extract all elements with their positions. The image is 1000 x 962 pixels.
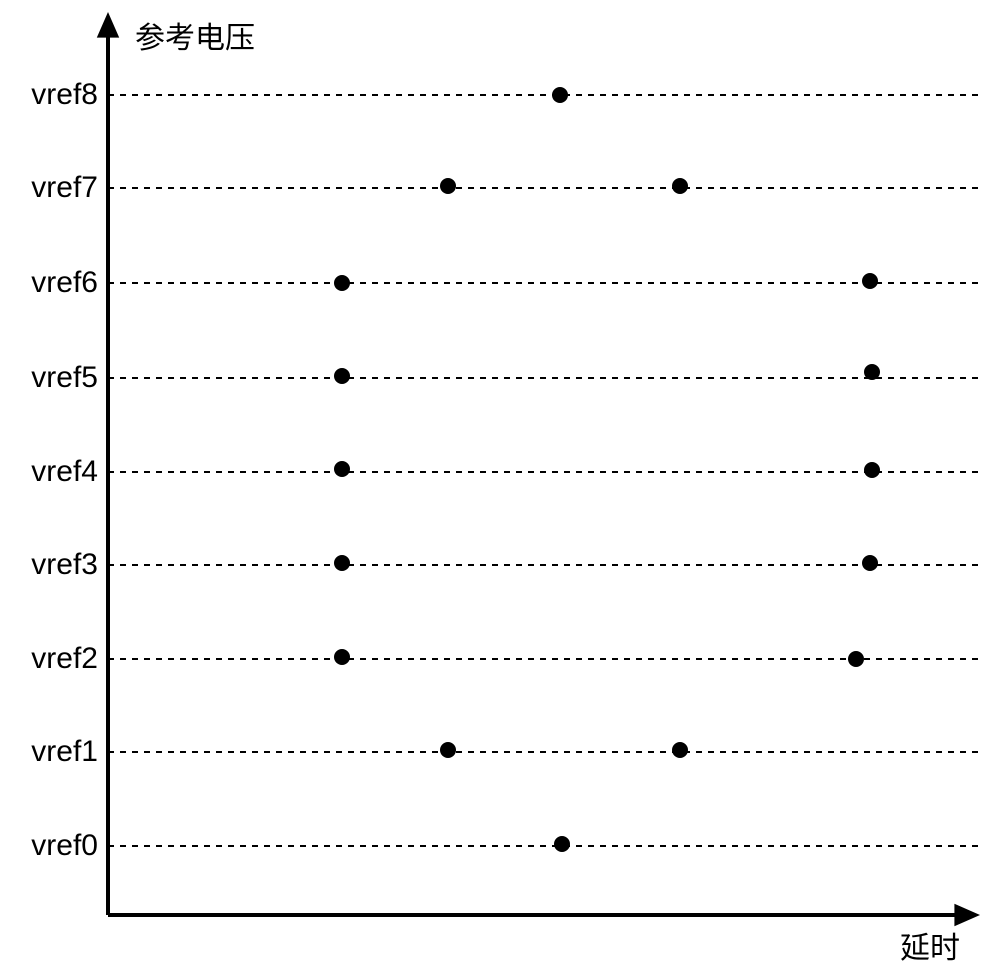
y-tick-label: vref7 (31, 171, 98, 205)
x-axis-title: 延时 (900, 923, 960, 962)
y-axis-title: 参考电压 (135, 13, 255, 57)
y-tick-label: vref8 (31, 78, 98, 112)
y-tick-label: vref1 (31, 735, 98, 769)
scatter-chart: vref8 vref7 vref6 vref5 vref4 vref3 vref2 vref1… (0, 0, 1000, 962)
y-tick-label: vref4 (31, 455, 98, 489)
y-tick-label: vref3 (31, 548, 98, 582)
y-tick-label: vref6 (31, 266, 98, 300)
y-tick-label: vref2 (31, 642, 98, 676)
y-tick-label: vref5 (31, 361, 98, 395)
y-tick-label: vref0 (31, 829, 98, 863)
chart-svg (0, 0, 1000, 962)
